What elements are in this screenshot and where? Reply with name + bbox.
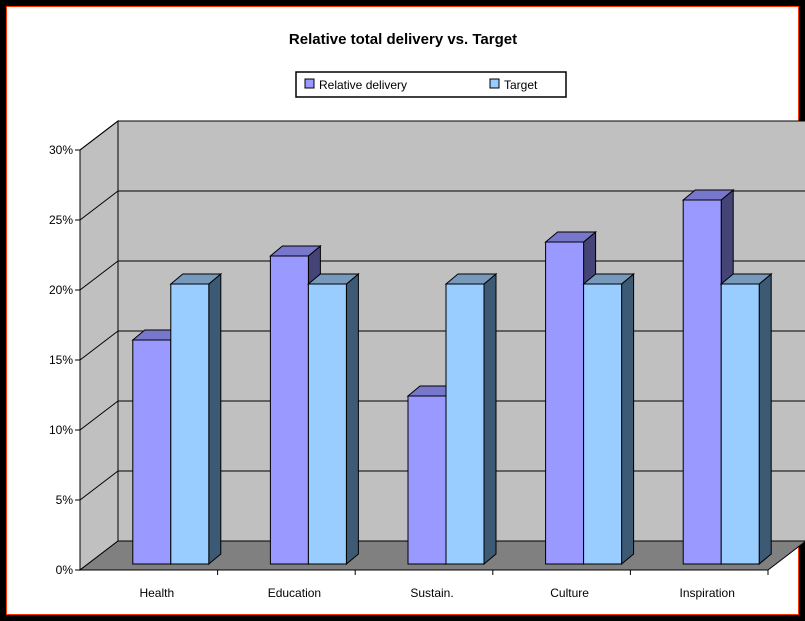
- bar-side-target: [208, 272, 222, 566]
- legend-label-relative-delivery: Relative delivery: [319, 78, 407, 92]
- bar-side-target: [345, 272, 359, 566]
- bar-relative-delivery: [269, 255, 309, 565]
- y-tick-label: 0%: [56, 563, 74, 577]
- bar-target: [445, 283, 485, 565]
- gridline-side: [79, 400, 119, 431]
- legend: Relative delivery Target: [295, 71, 567, 98]
- legend-box: [295, 71, 567, 98]
- bar-side-target: [621, 272, 635, 566]
- bar-side-target: [483, 272, 497, 566]
- legend-label-target: Target: [504, 78, 538, 92]
- bar-relative-delivery: [545, 241, 585, 565]
- gridline-side: [79, 260, 119, 291]
- x-tick-label: Culture: [550, 586, 589, 600]
- bar-target: [583, 283, 623, 565]
- y-tick-label: 30%: [49, 143, 73, 157]
- x-tick-label: Education: [268, 586, 321, 600]
- legend-swatch-relative-delivery: [304, 78, 315, 89]
- gridline-side: [79, 120, 119, 151]
- bar-relative-delivery: [682, 199, 722, 565]
- bar-relative-delivery: [407, 395, 447, 565]
- plot-area: 0% 5% 10% 15% 20% 25% 30% Health Education Sustai…: [49, 119, 805, 600]
- y-tick-label: 25%: [49, 213, 73, 227]
- y-tick-label: 5%: [56, 493, 74, 507]
- y-tick-label: 10%: [49, 423, 73, 437]
- chart-title: Relative total delivery vs. Target: [289, 31, 517, 48]
- x-tick-label: Health: [139, 586, 174, 600]
- gridline-side: [79, 190, 119, 221]
- legend-swatch-target: [489, 78, 500, 89]
- bar-side-target: [758, 272, 772, 566]
- bar-relative-delivery: [132, 339, 172, 565]
- gridline-side: [79, 330, 119, 361]
- x-tick-label: Sustain.: [410, 586, 453, 600]
- y-tick-label: 20%: [49, 283, 73, 297]
- bar-target: [307, 283, 347, 565]
- x-tick-label: Inspiration: [680, 586, 735, 600]
- gridline-side: [79, 470, 119, 501]
- bar-target: [720, 283, 760, 565]
- bar-target: [170, 283, 210, 565]
- y-tick-label: 15%: [49, 353, 73, 367]
